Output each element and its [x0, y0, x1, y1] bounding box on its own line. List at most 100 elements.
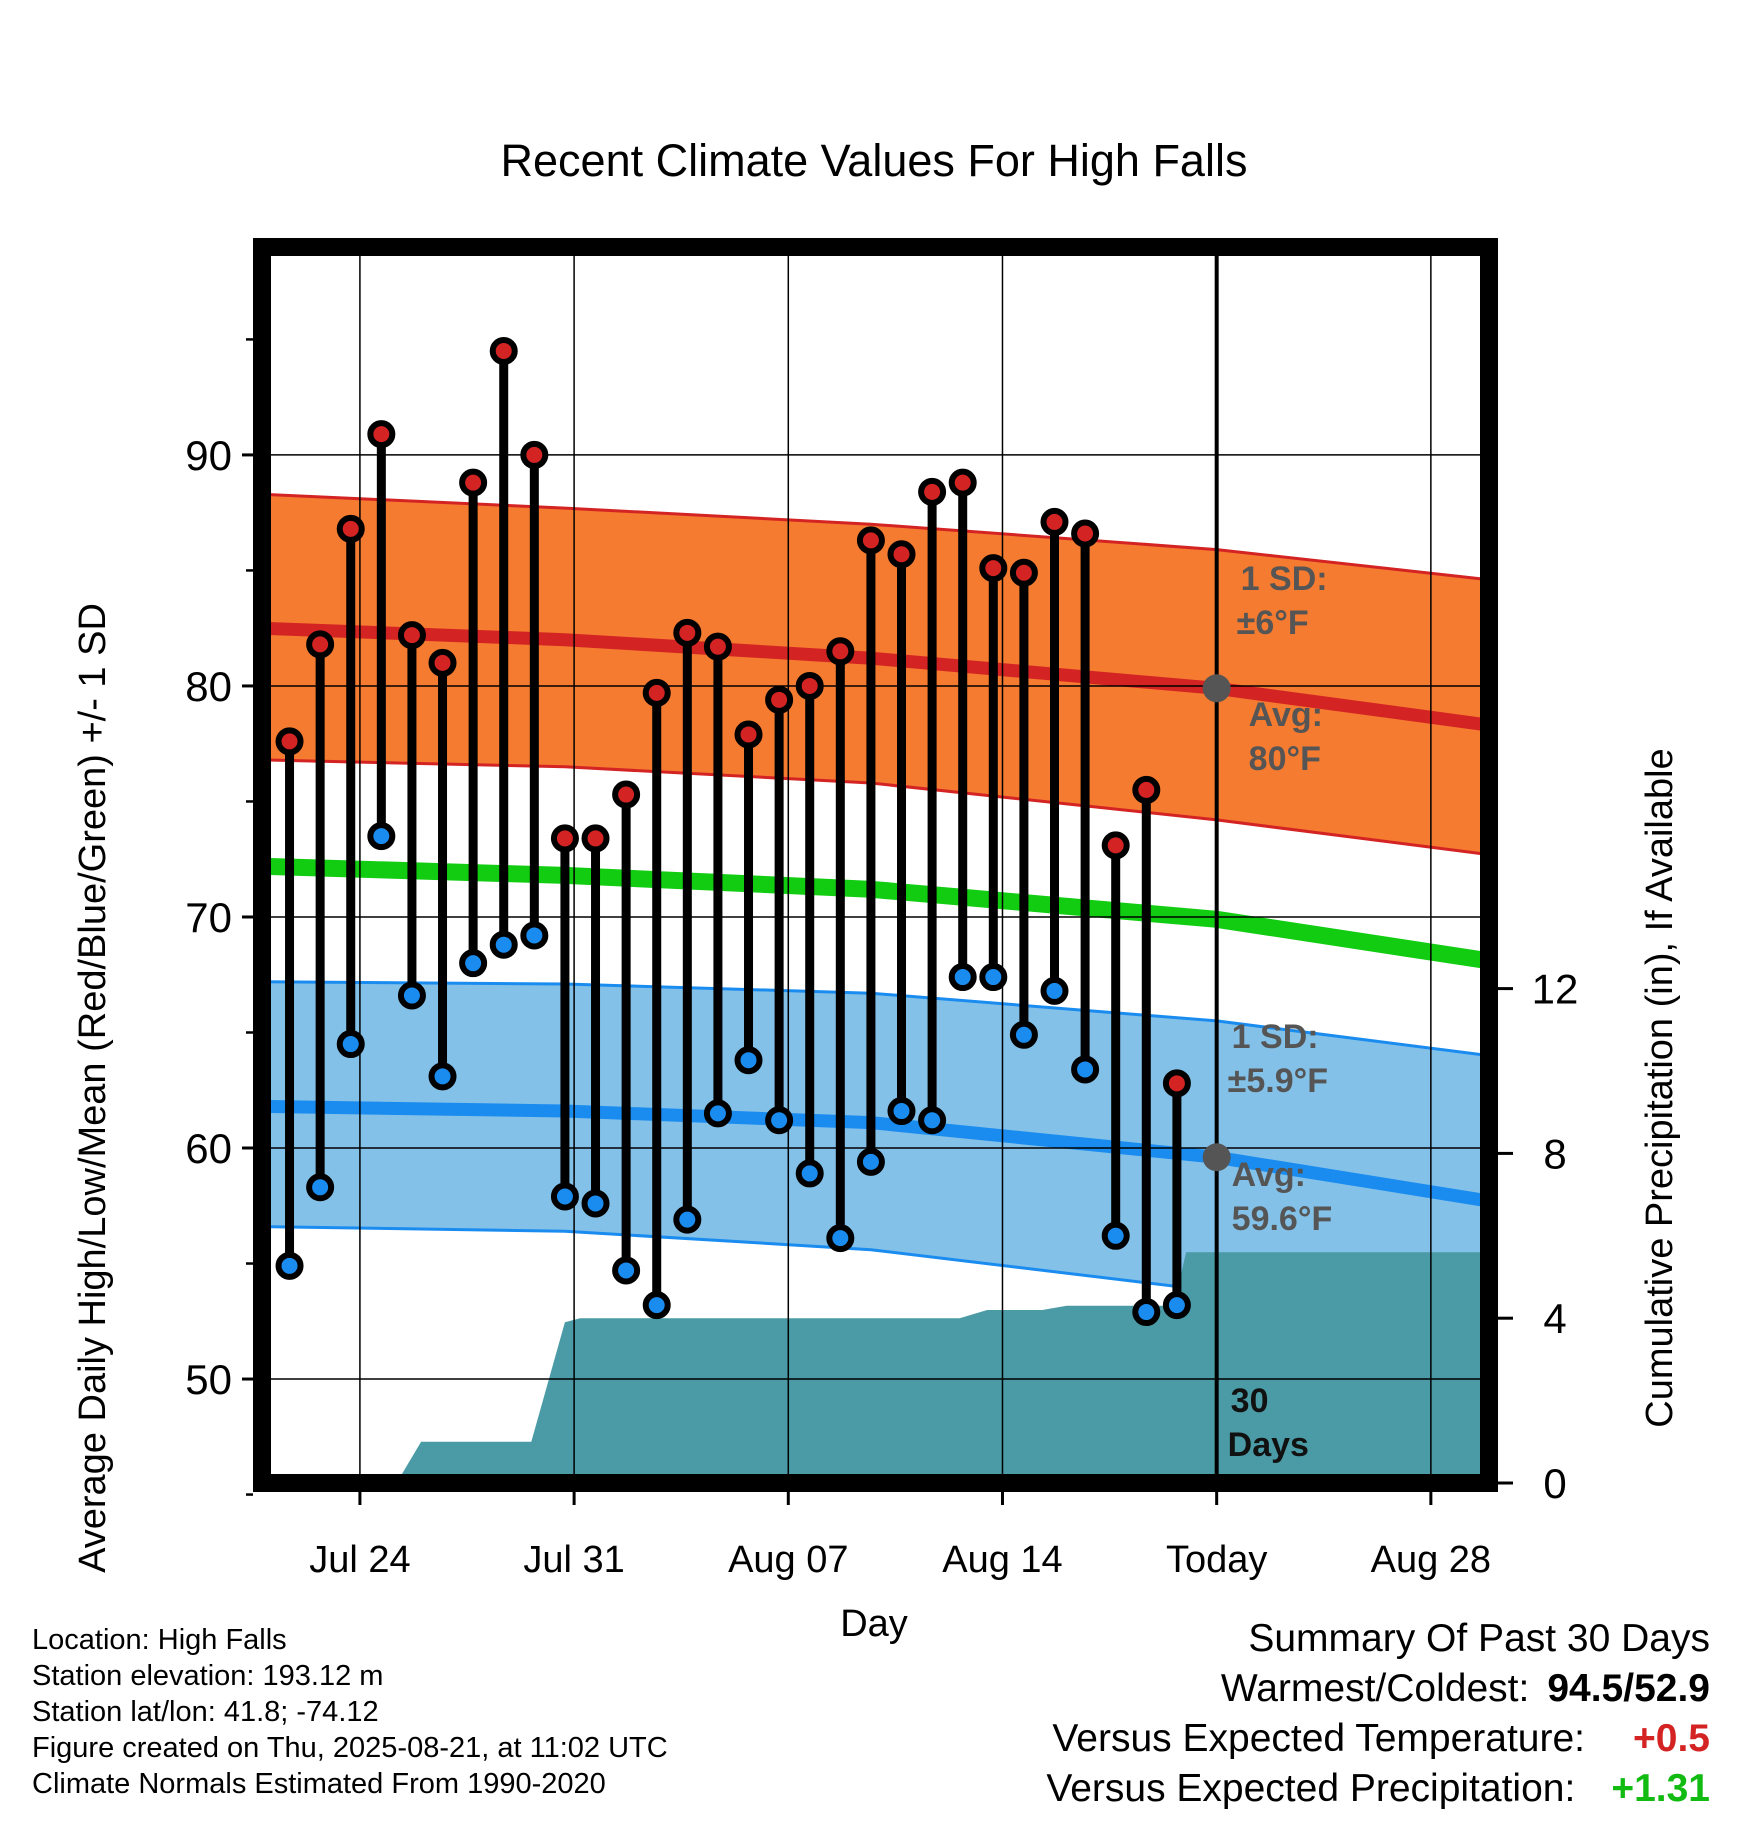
high-sd-value: ±6°F — [1237, 604, 1309, 642]
summary-temp: Versus Expected Temperature: +0.5 — [1046, 1714, 1710, 1764]
daily-low-point — [826, 1224, 855, 1253]
daily-high-point — [703, 632, 732, 661]
daily-high-point — [520, 440, 549, 469]
info-created: Figure created on Thu, 2025-08-21, at 11… — [32, 1732, 668, 1764]
y-tick-label: 80 — [185, 663, 232, 710]
daily-low-point — [367, 822, 396, 851]
warm-cold-label: Warmest/Coldest: — [1220, 1667, 1530, 1710]
daily-high-point — [550, 824, 579, 853]
daily-high-point — [397, 621, 426, 650]
info-latlon: Station lat/lon: 41.8; -74.12 — [32, 1696, 379, 1728]
summary-title: Summary Of Past 30 Days — [1248, 1617, 1710, 1660]
x-tick-label: Aug 14 — [942, 1539, 1062, 1581]
info-location: Location: High Falls — [32, 1624, 287, 1656]
daily-low-point — [275, 1251, 304, 1280]
daily-high-point — [826, 637, 855, 666]
daily-high-point — [489, 336, 518, 365]
daily-low-point — [642, 1291, 671, 1320]
y2-axis-label: Cumulative Precipitation (in), If Availa… — [1639, 748, 1681, 1427]
low-sd-value: ±5.9°F — [1228, 1062, 1328, 1100]
info-elevation: Station elevation: 193.12 m — [32, 1660, 384, 1692]
daily-low-point — [734, 1046, 763, 1075]
x-tick-label: Jul 24 — [309, 1539, 410, 1581]
y2-tick-label: 4 — [1543, 1295, 1566, 1342]
y-tick-label: 50 — [185, 1356, 232, 1403]
daily-low-point — [520, 921, 549, 950]
high-sd-upper-line — [261, 492, 1490, 582]
daily-low-point — [703, 1099, 732, 1128]
chart-title: Recent Climate Values For High Falls — [501, 135, 1248, 186]
daily-high-point — [428, 648, 457, 677]
daily-low-point — [1009, 1020, 1038, 1049]
y-tick-label: 70 — [185, 894, 232, 941]
plot-frame — [253, 238, 1498, 1492]
daily-high-point — [765, 685, 794, 714]
x-tick-label: Aug 28 — [1371, 1539, 1491, 1581]
daily-low-point — [1040, 976, 1069, 1005]
x-axis-label: Day — [840, 1603, 908, 1645]
daily-high-point — [642, 678, 671, 707]
low-avg-label: Avg: — [1232, 1156, 1306, 1194]
daily-high-point — [795, 671, 824, 700]
daily-low-point — [1162, 1291, 1191, 1320]
daily-low-point — [948, 963, 977, 992]
low-sd-label: 1 SD: — [1232, 1018, 1319, 1056]
daily-high-point — [856, 526, 885, 555]
daily-low-point — [397, 981, 426, 1010]
daily-high-point — [887, 540, 916, 569]
daily-high-point — [612, 780, 641, 809]
daily-low-point — [550, 1182, 579, 1211]
daily-high-point — [367, 420, 396, 449]
y2-tick-label: 12 — [1532, 966, 1579, 1013]
daily-low-point — [979, 963, 1008, 992]
high-sd-label: 1 SD: — [1241, 560, 1328, 598]
today-high-avg-dot — [1202, 674, 1231, 703]
daily-high-point — [1071, 519, 1100, 548]
daily-low-point — [795, 1159, 824, 1188]
daily-low-point — [336, 1030, 365, 1059]
daily-low-point — [765, 1106, 794, 1135]
precip-label: Versus Expected Precipitation: — [1046, 1767, 1576, 1810]
temp-departure-value: +0.5 — [1633, 1717, 1710, 1760]
daily-low-point — [887, 1097, 916, 1126]
temp-label: Versus Expected Temperature: — [1052, 1717, 1585, 1760]
info-normals: Climate Normals Estimated From 1990-2020 — [32, 1768, 606, 1800]
y-tick-label: 90 — [185, 432, 232, 479]
daily-low-point — [856, 1147, 885, 1176]
daily-high-point — [1009, 558, 1038, 587]
daily-low-point — [459, 949, 488, 978]
daily-high-point — [275, 727, 304, 756]
precip-departure-value: +1.31 — [1611, 1767, 1710, 1810]
daily-low-point — [612, 1256, 641, 1285]
y-axis-label: Average Daily High/Low/Mean (Red/Blue/Gr… — [72, 603, 114, 1573]
summary-precip: Versus Expected Precipitation: +1.31 — [1046, 1764, 1710, 1814]
daily-high-point — [673, 618, 702, 647]
daily-high-point — [1040, 507, 1069, 536]
y-tick-label: 60 — [185, 1125, 232, 1172]
daily-low-point — [918, 1106, 947, 1135]
y2-tick-label: 0 — [1543, 1460, 1566, 1507]
x-tick-label: Today — [1166, 1539, 1267, 1581]
daily-high-point — [1132, 775, 1161, 804]
daily-high-point — [918, 477, 947, 506]
x-tick-label: Jul 31 — [523, 1539, 624, 1581]
today-days-label: Days — [1228, 1426, 1309, 1464]
daily-high-point — [948, 468, 977, 497]
daily-high-point — [336, 514, 365, 543]
low-avg-value: 59.6°F — [1232, 1200, 1333, 1238]
high-sd-band — [262, 494, 1489, 855]
daily-low-point — [581, 1189, 610, 1218]
today-low-avg-dot — [1202, 1143, 1231, 1172]
daily-low-point — [428, 1062, 457, 1091]
daily-low-point — [489, 930, 518, 959]
daily-high-point — [734, 720, 763, 749]
summary-warm-cold: Warmest/Coldest: 94.5/52.9 — [1046, 1664, 1710, 1714]
y2-tick-label: 8 — [1543, 1130, 1566, 1177]
daily-low-point — [1071, 1055, 1100, 1084]
daily-low-point — [306, 1173, 335, 1202]
daily-high-point — [306, 630, 335, 659]
station-info: Location: High Falls Station elevation: … — [32, 1622, 668, 1802]
daily-low-point — [1101, 1221, 1130, 1250]
high-avg-label: Avg: — [1249, 696, 1323, 734]
